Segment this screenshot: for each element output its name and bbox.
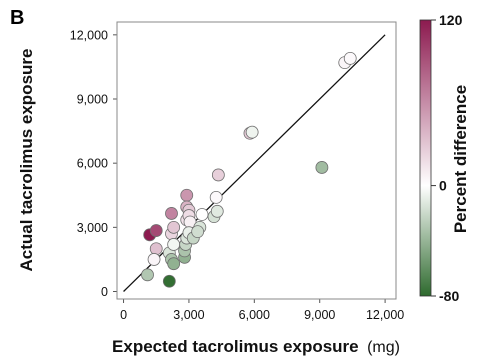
identity-line (123, 34, 386, 292)
data-point (167, 257, 181, 271)
panel-label: B (10, 7, 24, 29)
x-tick-label: 0 (120, 308, 127, 322)
data-point (210, 204, 224, 218)
data-point (167, 238, 181, 251)
colorbar-tick-label: 120 (439, 12, 463, 28)
x-tick-label: 9,000 (304, 308, 335, 322)
x-axis: 0 3,000 6,000 9,000 12,000 (120, 299, 404, 322)
data-point (162, 274, 176, 288)
data-point (180, 188, 194, 202)
colorbar-title: Percent difference (451, 85, 470, 233)
data-point (167, 220, 181, 234)
colorbar-ticks: 120 0 -80 (431, 12, 463, 304)
y-axis-title: Actual tacrolimus exposure (17, 49, 36, 272)
data-point (195, 208, 209, 221)
y-tick-label: 9,000 (77, 93, 108, 107)
data-points (141, 51, 357, 288)
x-tick-label: 12,000 (366, 308, 404, 322)
x-axis-title-unit: (mg) (367, 339, 400, 356)
colorbar-tick-label: -80 (439, 288, 459, 304)
data-point (343, 51, 357, 65)
data-point (245, 125, 259, 139)
data-point (141, 268, 154, 282)
colorbar: 120 0 -80 Percent difference (419, 12, 470, 304)
x-axis-title: Expected tacrolimus exposure (mg) (112, 337, 400, 356)
data-point (209, 190, 223, 204)
data-point (191, 225, 205, 239)
data-point (211, 168, 225, 182)
data-point (147, 253, 161, 266)
x-tick-label: 3,000 (173, 308, 204, 322)
x-tick-label: 6,000 (239, 308, 270, 322)
y-tick-label: 0 (101, 285, 108, 299)
y-tick-label: 12,000 (70, 28, 108, 42)
data-point (149, 242, 163, 256)
y-tick-label: 6,000 (77, 157, 108, 171)
plot-area (116, 21, 397, 300)
y-axis: 0 3,000 6,000 9,000 12,000 (70, 28, 117, 299)
data-point (315, 161, 329, 174)
data-point (165, 207, 178, 220)
data-point (149, 224, 163, 237)
x-axis-title-main: Expected tacrolimus exposure (112, 337, 359, 356)
colorbar-tick-label: 0 (439, 178, 447, 194)
colorbar-gradient (419, 19, 432, 297)
y-tick-label: 3,000 (77, 221, 108, 235)
